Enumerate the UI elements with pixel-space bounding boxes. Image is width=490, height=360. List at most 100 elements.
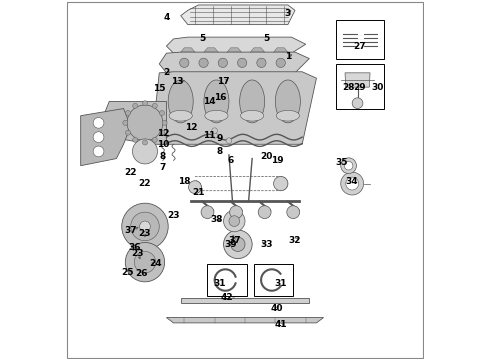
Text: 23: 23 — [132, 249, 144, 258]
Text: 12: 12 — [157, 129, 169, 138]
Circle shape — [238, 58, 247, 67]
Circle shape — [143, 101, 147, 106]
Text: 37: 37 — [228, 236, 241, 245]
Circle shape — [125, 243, 165, 282]
Text: 16: 16 — [214, 93, 226, 102]
Circle shape — [93, 117, 104, 128]
Ellipse shape — [275, 80, 300, 123]
Circle shape — [341, 172, 364, 195]
Ellipse shape — [169, 111, 192, 121]
Polygon shape — [181, 5, 295, 24]
Circle shape — [162, 120, 167, 125]
Text: 35: 35 — [335, 158, 348, 167]
Polygon shape — [227, 48, 242, 52]
Text: 12: 12 — [185, 123, 197, 132]
Circle shape — [212, 128, 218, 134]
Circle shape — [276, 58, 285, 67]
Text: 33: 33 — [260, 240, 272, 249]
Circle shape — [229, 216, 240, 226]
Polygon shape — [81, 109, 131, 166]
Text: 36: 36 — [128, 243, 141, 252]
Circle shape — [180, 58, 189, 67]
Text: 21: 21 — [192, 188, 205, 197]
Polygon shape — [167, 37, 306, 53]
Text: 38: 38 — [210, 215, 222, 224]
Text: 25: 25 — [121, 268, 133, 277]
Polygon shape — [273, 48, 288, 52]
Text: 14: 14 — [203, 97, 216, 106]
Text: 13: 13 — [171, 77, 183, 86]
Circle shape — [341, 158, 356, 174]
Circle shape — [231, 237, 245, 251]
Polygon shape — [250, 48, 265, 52]
Text: 7: 7 — [160, 163, 166, 172]
Text: 39: 39 — [224, 240, 237, 249]
Polygon shape — [181, 298, 309, 303]
Bar — [336, 64, 384, 109]
Circle shape — [134, 251, 156, 273]
Circle shape — [258, 206, 271, 219]
Circle shape — [223, 230, 252, 258]
Circle shape — [132, 139, 157, 164]
Text: 17: 17 — [217, 77, 230, 86]
Bar — [254, 264, 293, 296]
Text: 31: 31 — [214, 279, 226, 288]
Text: 8: 8 — [160, 152, 166, 161]
Polygon shape — [345, 73, 370, 87]
Circle shape — [143, 140, 147, 145]
Text: 24: 24 — [149, 260, 162, 269]
Text: 5: 5 — [199, 35, 205, 44]
Text: 1: 1 — [285, 52, 291, 61]
Text: 28: 28 — [343, 83, 355, 92]
Circle shape — [218, 58, 227, 67]
Circle shape — [159, 111, 165, 116]
Circle shape — [123, 120, 128, 125]
Circle shape — [226, 138, 232, 144]
Circle shape — [93, 146, 104, 157]
Circle shape — [133, 103, 138, 108]
Circle shape — [159, 130, 165, 135]
Polygon shape — [181, 48, 195, 52]
Ellipse shape — [205, 111, 228, 121]
Text: 11: 11 — [203, 131, 216, 140]
Text: 37: 37 — [124, 225, 137, 234]
Text: 23: 23 — [139, 229, 151, 238]
Circle shape — [230, 206, 243, 219]
Text: 3: 3 — [285, 9, 291, 18]
Circle shape — [344, 161, 353, 170]
Circle shape — [223, 210, 245, 232]
Polygon shape — [152, 72, 317, 144]
Circle shape — [199, 58, 208, 67]
Text: 22: 22 — [139, 179, 151, 188]
Ellipse shape — [276, 111, 299, 121]
Circle shape — [152, 103, 157, 108]
Text: 42: 42 — [221, 293, 233, 302]
Circle shape — [346, 177, 359, 190]
Circle shape — [122, 203, 168, 249]
Polygon shape — [159, 52, 309, 73]
Polygon shape — [204, 48, 218, 52]
Circle shape — [125, 111, 130, 116]
Circle shape — [212, 132, 218, 138]
Text: 9: 9 — [217, 134, 223, 143]
Circle shape — [257, 58, 266, 67]
Circle shape — [133, 138, 138, 142]
Circle shape — [201, 206, 214, 219]
Text: 34: 34 — [346, 177, 359, 186]
Circle shape — [140, 221, 150, 232]
Polygon shape — [167, 318, 323, 323]
Ellipse shape — [241, 111, 264, 121]
Bar — [336, 20, 384, 59]
Bar — [207, 264, 247, 296]
Circle shape — [189, 181, 201, 194]
Circle shape — [127, 105, 163, 141]
Text: 23: 23 — [167, 211, 180, 220]
Text: 29: 29 — [353, 83, 366, 92]
Text: 27: 27 — [353, 41, 366, 50]
Circle shape — [273, 176, 288, 191]
Ellipse shape — [240, 80, 265, 123]
Text: 2: 2 — [163, 68, 170, 77]
Text: 18: 18 — [178, 177, 191, 186]
Text: 8: 8 — [217, 147, 223, 156]
Circle shape — [131, 212, 159, 241]
